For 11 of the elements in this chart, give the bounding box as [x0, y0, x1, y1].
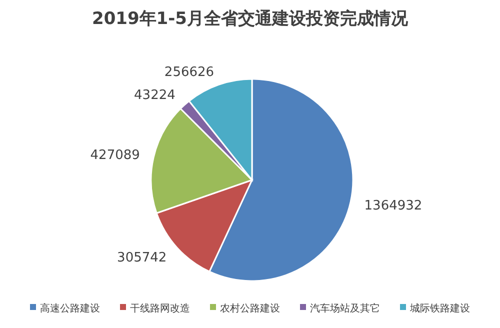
data-label: 256626 — [164, 64, 214, 80]
legend-label: 农村公路建设 — [220, 302, 280, 314]
legend-label: 城际铁路建设 — [409, 302, 470, 314]
legend-label: 高速公路建设 — [40, 302, 100, 314]
data-label: 43224 — [134, 88, 176, 103]
data-label: 1364932 — [364, 198, 422, 214]
legend-label: 干线路网改造 — [130, 302, 190, 314]
legend-label: 汽车场站及其它 — [310, 302, 380, 314]
chart-title: 2019年1-5月全省交通建设投资完成情况 — [92, 9, 410, 29]
data-label: 305742 — [117, 250, 167, 266]
data-label: 427089 — [90, 148, 140, 163]
